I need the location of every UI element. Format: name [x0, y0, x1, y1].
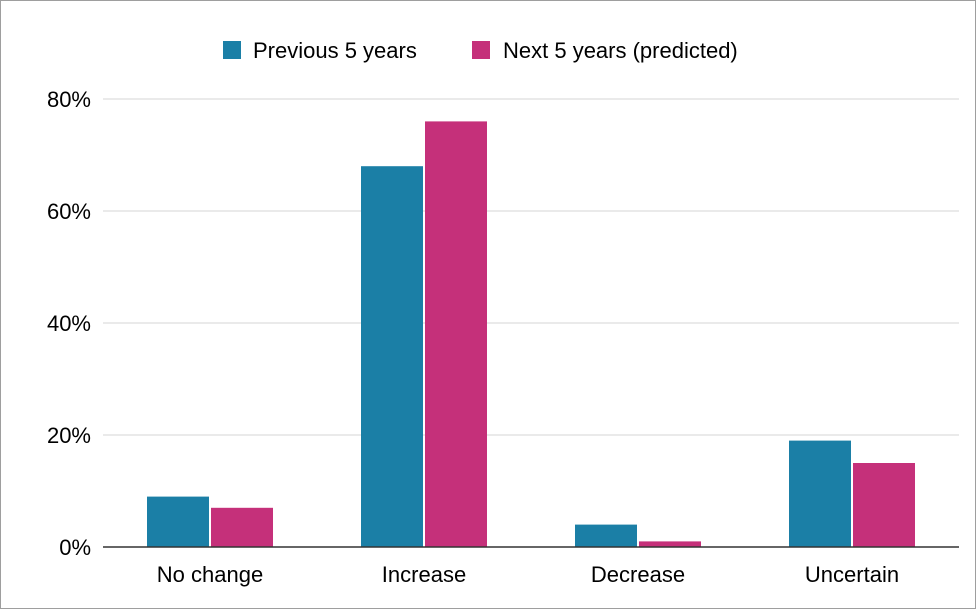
x-axis-tick-labels: No change Increase Decrease Uncertain	[157, 562, 899, 587]
y-axis-tick-labels: 0% 20% 40% 60% 80%	[47, 87, 91, 560]
x-tick-label: Uncertain	[805, 562, 899, 587]
legend: Previous 5 years Next 5 years (predicted)	[223, 38, 738, 63]
x-tick-label: Decrease	[591, 562, 685, 587]
bar-increase-series-2	[425, 121, 487, 548]
y-tick-label: 0%	[59, 535, 91, 560]
legend-label-series-2: Next 5 years (predicted)	[503, 38, 738, 63]
gridlines	[103, 98, 959, 436]
bar-uncertain-series-1	[789, 440, 851, 547]
y-tick-label: 80%	[47, 87, 91, 112]
bar-no-change-series-2	[211, 507, 273, 547]
legend-swatch-series-1	[223, 41, 241, 59]
y-tick-label: 60%	[47, 199, 91, 224]
bar-increase-series-1	[361, 166, 423, 547]
bar-decrease-series-1	[575, 524, 637, 547]
legend-swatch-series-2	[472, 41, 490, 59]
bars	[147, 121, 915, 548]
bar-uncertain-series-2	[853, 463, 915, 547]
bar-decrease-series-2	[639, 541, 701, 547]
x-tick-label: Increase	[382, 562, 466, 587]
x-tick-label: No change	[157, 562, 263, 587]
bar-no-change-series-1	[147, 496, 209, 547]
y-tick-label: 20%	[47, 423, 91, 448]
legend-label-series-1: Previous 5 years	[253, 38, 417, 63]
y-tick-label: 40%	[47, 311, 91, 336]
